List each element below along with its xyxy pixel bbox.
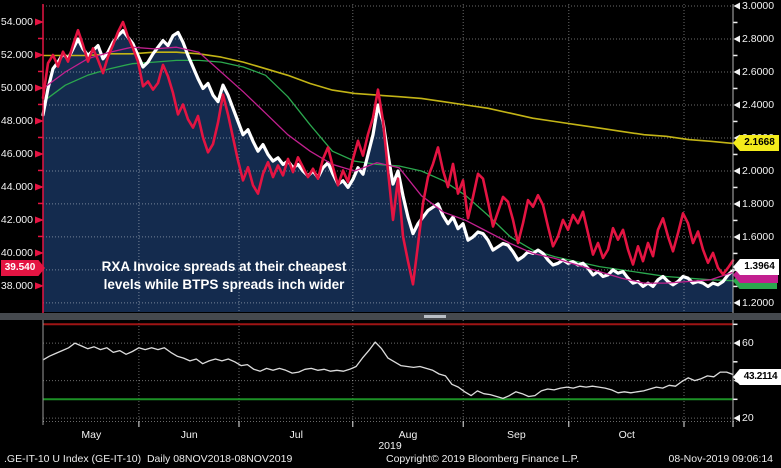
series-line-ma-yellow [42, 51, 734, 145]
right-axis-minor-tick [733, 153, 738, 156]
right-axis-minor-tick [733, 54, 738, 57]
right-axis-tick [733, 68, 740, 76]
last-value-badge-oscillator: 43.2114 [733, 369, 781, 385]
annotation-line1: RXA Invoice spreads at their cheapest [101, 259, 347, 274]
last-value-badge-yellow-ma: 2.1668 [733, 135, 779, 151]
left-axis-minor-tick [38, 136, 43, 139]
left-axis-tick [35, 51, 44, 59]
annotation-line2: levels while BTPS spreads inch wider [103, 276, 345, 292]
left-axis-tick [35, 183, 44, 191]
x-axis-year-label: 2019 [378, 440, 402, 452]
right-axis-minor-tick [733, 285, 738, 288]
panel-divider[interactable] [0, 313, 781, 320]
badge-value: 39.540 [4, 262, 36, 273]
right-axis-minor-tick [733, 120, 738, 123]
series-line-btps-spread-white [41, 29, 735, 288]
lower-axis-minor-tick [733, 323, 738, 326]
right-axis-tick [733, 299, 740, 307]
left-axis-tick [35, 216, 44, 224]
right-axis-minor-tick [733, 219, 738, 222]
status-bar: .GE-IT-10 U Index (GE-IT-10) Daily 08NOV… [0, 452, 781, 468]
security-description: .GE-IT-10 U Index (GE-IT-10) Daily 08NOV… [4, 453, 293, 465]
left-axis-minor-tick [38, 235, 43, 238]
lower-axis-minor-tick [733, 398, 738, 401]
badge-value: 1.3964 [744, 261, 775, 272]
right-axis-minor-tick [733, 186, 738, 189]
series-line-rxa-spread-red [41, 20, 735, 286]
right-axis-tick [733, 200, 740, 208]
chart-annotation: RXA Invoice spreads at their cheapest le… [68, 258, 380, 293]
right-axis-minor-tick [733, 87, 738, 90]
left-axis-tick [35, 117, 44, 125]
right-axis-minor-tick [733, 252, 738, 255]
left-axis-tick [35, 84, 44, 92]
right-axis-tick [733, 2, 740, 10]
last-value-badge-white-spread: 1.3964 [733, 259, 779, 275]
left-axis-minor-tick [38, 37, 43, 40]
series-line-oscillator [42, 341, 734, 400]
last-value-badge-red-spread: 39.540 [1, 260, 45, 276]
right-axis-minor-tick [733, 21, 738, 24]
timestamp: 08-Nov-2019 09:06:14 [668, 453, 774, 465]
badge-value: 43.2114 [743, 371, 778, 382]
lower-axis-tick [733, 339, 740, 347]
left-axis-minor-tick [38, 202, 43, 205]
right-axis-tick [733, 167, 740, 175]
left-axis-tick [35, 249, 44, 257]
badge-value: 2.1668 [744, 137, 775, 148]
right-axis-tick [733, 101, 740, 109]
right-axis-tick [733, 35, 740, 43]
copyright-text: Copyright© 2019 Bloomberg Finance L.P. [386, 453, 580, 465]
left-axis-tick [35, 150, 44, 158]
left-axis-minor-tick [38, 169, 43, 172]
divider-drag-handle[interactable] [424, 315, 446, 318]
lower-axis-tick [733, 414, 740, 422]
left-axis-tick [35, 18, 44, 26]
left-axis-minor-tick [38, 103, 43, 106]
lower-axis-minor-tick [733, 361, 738, 363]
left-axis-tick [35, 282, 44, 290]
right-axis-tick [733, 233, 740, 241]
left-axis-minor-tick [38, 70, 43, 73]
